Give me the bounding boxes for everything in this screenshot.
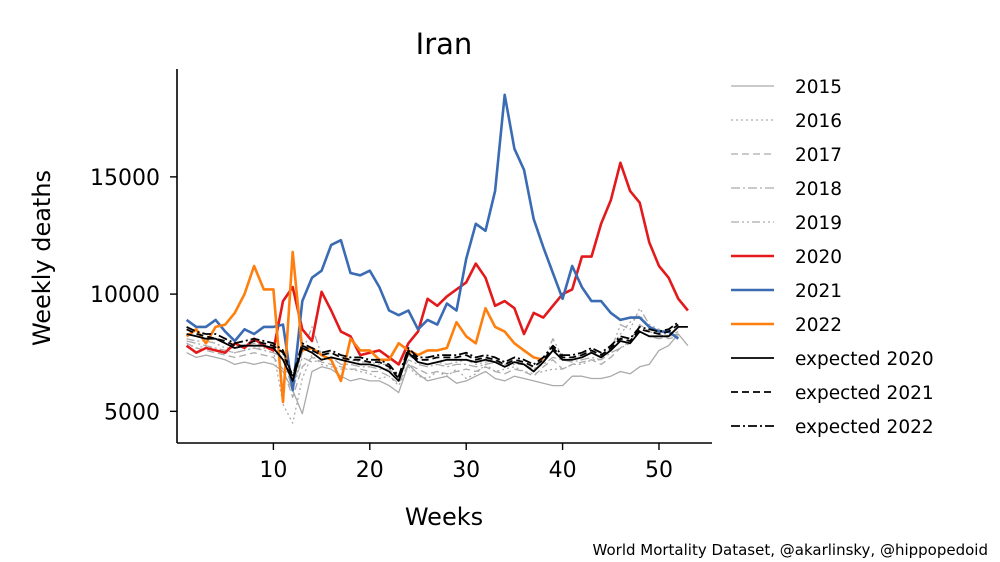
plot-area — [185, 93, 689, 424]
x-tick-label: 30 — [452, 458, 480, 483]
series-line-2022 — [185, 250, 544, 404]
credit-text: World Mortality Dataset, @akarlinsky, @h… — [593, 541, 988, 559]
x-tick-label: 20 — [356, 458, 384, 483]
series-line-2018 — [186, 330, 679, 391]
legend-entry-expected-2021: expected 2021 — [795, 383, 934, 404]
series-line-2019 — [186, 307, 679, 389]
legend-entry-2022: 2022 — [795, 315, 842, 336]
legend-entry-2020: 2020 — [795, 247, 842, 268]
legend-entry-2021: 2021 — [795, 281, 842, 302]
series-line-expected-2021 — [186, 323, 679, 380]
series-line-2015 — [186, 333, 689, 415]
legend-entry-2015: 2015 — [795, 77, 842, 98]
legend-entry-expected-2022: expected 2022 — [795, 417, 934, 438]
x-tick-label: 50 — [645, 458, 673, 483]
series-line-expected-2020 — [186, 325, 688, 382]
legend-entry-expected-2020: expected 2020 — [795, 349, 934, 370]
series-line-2020 — [185, 161, 689, 366]
x-axis-label: Weeks — [405, 503, 483, 531]
legend-entry-2018: 2018 — [795, 179, 842, 200]
series-line-2017 — [186, 323, 679, 398]
legend-entry-2017: 2017 — [795, 145, 842, 166]
x-tick-label: 10 — [259, 458, 287, 483]
series-line-2016 — [186, 314, 679, 424]
legend-entry-2019: 2019 — [795, 213, 842, 234]
series-line-2021 — [185, 93, 680, 392]
legend: 2015 2016 2017 2018 2019 2020 2021 2022 expected… — [731, 77, 934, 438]
legend-entry-2016: 2016 — [795, 111, 842, 132]
y-axis-label: Weekly deaths — [28, 170, 56, 346]
chart-title: Iran — [416, 27, 473, 61]
series-line-expected-2022 — [186, 321, 679, 378]
axis-ticks: 10 20 30 40 50 5000 10000 15000 — [90, 166, 673, 483]
y-tick-label: 10000 — [90, 283, 160, 308]
y-tick-label: 5000 — [104, 400, 160, 425]
y-tick-label: 15000 — [90, 166, 160, 191]
x-tick-label: 40 — [549, 458, 577, 483]
